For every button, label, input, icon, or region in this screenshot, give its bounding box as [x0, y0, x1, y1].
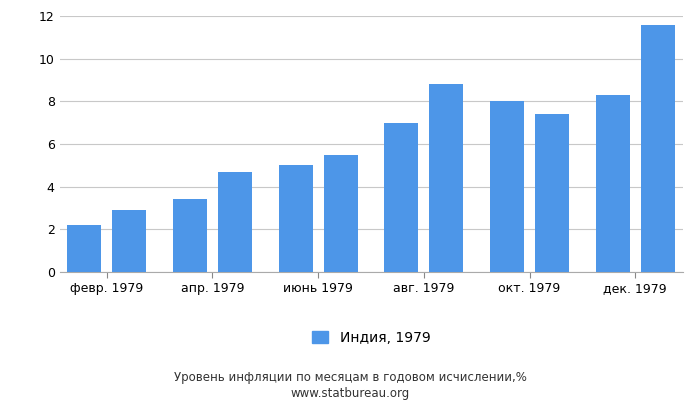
Bar — [430, 84, 463, 272]
Bar — [324, 155, 358, 272]
Legend: Индия, 1979: Индия, 1979 — [306, 325, 436, 350]
Bar — [67, 225, 101, 272]
Text: www.statbureau.org: www.statbureau.org — [290, 388, 410, 400]
Bar — [279, 165, 312, 272]
Bar — [596, 95, 629, 272]
Bar — [490, 101, 524, 272]
Bar — [536, 114, 569, 272]
Bar — [113, 210, 146, 272]
Text: Уровень инфляции по месяцам в годовом исчислении,%: Уровень инфляции по месяцам в годовом ис… — [174, 372, 526, 384]
Bar — [218, 172, 252, 272]
Bar — [173, 200, 206, 272]
Bar — [384, 123, 418, 272]
Bar — [641, 24, 675, 272]
